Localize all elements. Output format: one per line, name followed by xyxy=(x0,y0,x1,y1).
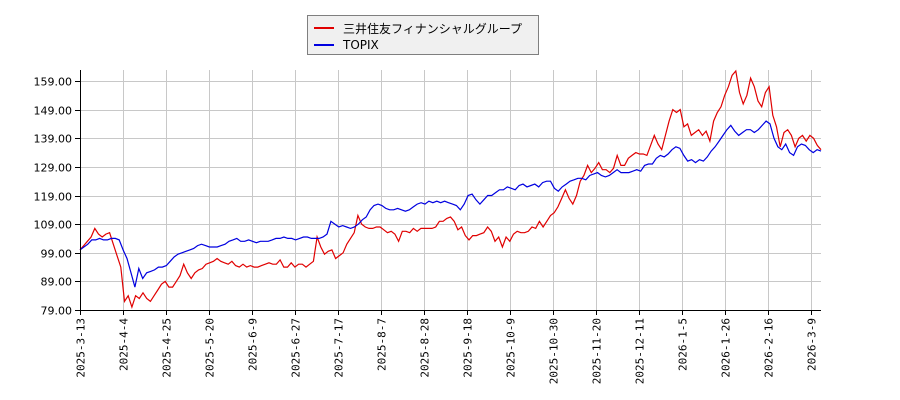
legend-label: TOPIX xyxy=(343,38,379,52)
x-tick-label: 2025-8-7 xyxy=(376,318,389,371)
axes xyxy=(75,70,821,315)
chart-legend: 三井住友フィナンシャルグループ TOPIX xyxy=(307,15,539,55)
y-tick-label: 149.00 xyxy=(34,105,73,118)
legend-swatch-red xyxy=(314,27,334,29)
y-tick-label: 109.00 xyxy=(34,219,73,232)
x-tick-label: 2025-6-9 xyxy=(247,318,260,371)
legend-label: 三井住友フィナンシャルグループ xyxy=(343,21,523,36)
y-tick-label: 139.00 xyxy=(34,133,73,146)
x-axis-ticks: 2025-3-13 2025-4-4 2025-4-25 2025-5-20 2025-… xyxy=(75,318,819,385)
legend-item-smfg: 三井住友フィナンシャルグループ xyxy=(314,20,522,36)
x-tick-label: 2026-3-9 xyxy=(806,318,819,371)
series-line xyxy=(79,120,822,288)
x-tick-label: 2025-11-20 xyxy=(591,318,604,384)
x-tick-label: 2025-3-13 xyxy=(75,318,88,378)
x-tick-label: 2025-4-4 xyxy=(118,318,131,371)
x-tick-label: 2025-4-25 xyxy=(161,318,174,378)
x-tick-label: 2025-9-18 xyxy=(462,318,475,378)
x-tick-label: 2025-5-20 xyxy=(204,318,217,378)
x-tick-label: 2026-1-5 xyxy=(677,318,690,371)
legend-swatch-blue xyxy=(314,44,334,46)
x-tick-label: 2025-10-30 xyxy=(548,318,561,384)
series-lines xyxy=(79,69,822,310)
x-tick-label: 2025-7-17 xyxy=(333,318,346,378)
y-tick-label: 99.00 xyxy=(41,248,73,261)
y-tick-label: 119.00 xyxy=(34,191,73,204)
y-tick-label: 159.00 xyxy=(34,76,73,89)
x-tick-label: 2025-6-27 xyxy=(290,318,303,378)
grid-lines xyxy=(80,70,821,310)
x-tick-label: 2025-8-28 xyxy=(419,318,432,378)
x-tick-label: 2025-10-9 xyxy=(505,318,518,378)
x-tick-label: 2026-1-26 xyxy=(720,318,733,378)
series-line xyxy=(79,69,822,310)
y-tick-label: 89.00 xyxy=(41,276,73,289)
y-axis-ticks: 79.00 89.00 99.00 109.00 119.00 129.00 139.00 1… xyxy=(34,76,73,318)
x-tick-label: 2025-12-11 xyxy=(634,318,647,384)
x-tick-label: 2026-2-16 xyxy=(763,318,776,378)
y-tick-label: 129.00 xyxy=(34,162,73,175)
y-tick-label: 79.00 xyxy=(41,305,73,318)
legend-item-topix: TOPIX xyxy=(314,37,379,53)
